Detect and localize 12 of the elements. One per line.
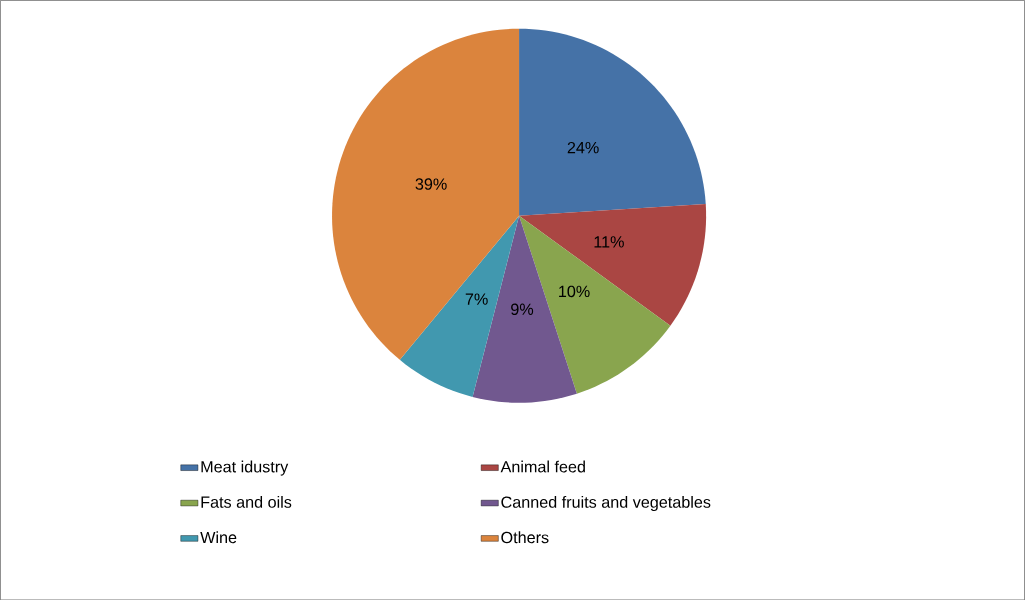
data-label: 9%: [511, 303, 534, 315]
data-label: 39%: [415, 178, 447, 190]
data-label: 10%: [559, 285, 590, 297]
legend-label: Wine: [200, 531, 237, 544]
legend-label: Animal feed: [500, 460, 585, 473]
legend-label: Others: [501, 531, 549, 544]
data-label: 11%: [594, 236, 624, 248]
data-label: 7%: [465, 293, 488, 305]
legend-label: Meat idustry: [201, 460, 289, 476]
legend-label: Canned fruits and vegetables: [501, 495, 711, 511]
legend-label: Fats and oils: [201, 495, 292, 508]
data-label: 24%: [567, 141, 599, 154]
